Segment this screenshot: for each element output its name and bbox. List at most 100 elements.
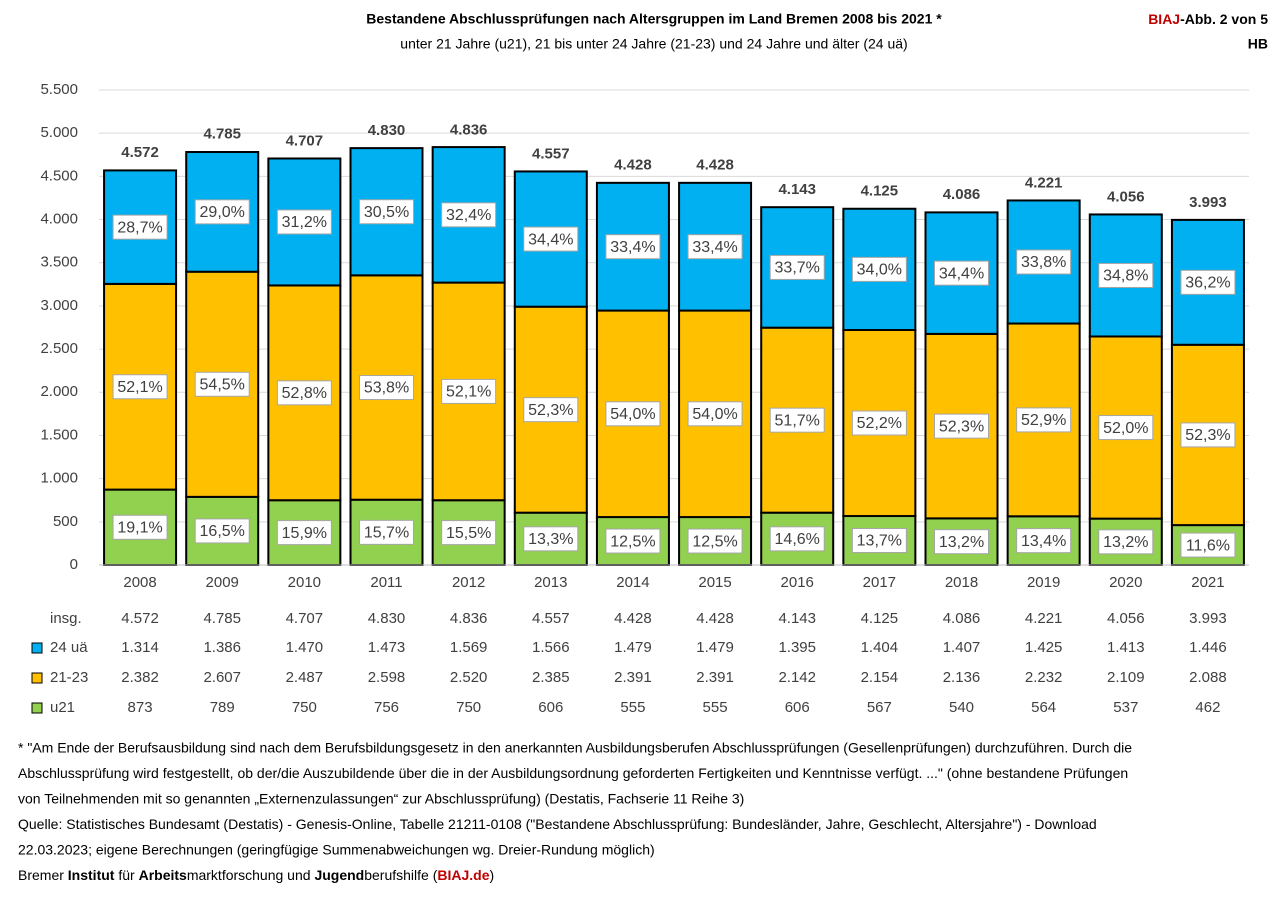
table-row-label: u21 xyxy=(50,699,75,716)
data-label: 33,7% xyxy=(775,260,820,277)
data-label: 14,6% xyxy=(775,531,820,548)
table-cell: 537 xyxy=(1113,699,1138,716)
table-cell: 555 xyxy=(703,699,728,716)
table-cell: 4.572 xyxy=(121,610,159,627)
data-label-box xyxy=(441,520,497,546)
legend-swatch xyxy=(31,702,43,714)
x-tick-label: 2014 xyxy=(616,574,649,591)
chart-title: Bestandene Abschlussprüfungen nach Alter… xyxy=(366,11,942,27)
credit: Bremer Institut für Arbeitsmarktforschun… xyxy=(18,867,494,883)
table-cell: 1.314 xyxy=(121,639,159,656)
table-cell: 756 xyxy=(374,699,399,716)
x-tick-label: 2008 xyxy=(123,574,156,591)
data-label-box xyxy=(276,520,332,546)
table-cell: 4.056 xyxy=(1107,610,1145,627)
x-tick-label: 2013 xyxy=(534,574,567,591)
y-tick-label: 5.000 xyxy=(40,124,78,141)
footnote: Abschlussprüfung wird festgestellt, ob d… xyxy=(18,765,1128,781)
data-label-box xyxy=(687,528,743,554)
data-label-box xyxy=(769,254,825,280)
data-label: 32,4% xyxy=(446,207,491,224)
data-label: 33,8% xyxy=(1021,254,1066,271)
table-cell: 4.707 xyxy=(286,610,324,627)
data-label-box xyxy=(605,528,661,554)
data-label: 34,0% xyxy=(857,262,902,279)
data-label: 34,4% xyxy=(939,265,984,282)
data-label: 52,3% xyxy=(528,402,573,419)
data-label: 28,7% xyxy=(117,219,162,236)
credit-part: Arbeits xyxy=(139,867,187,883)
data-label: 13,2% xyxy=(939,534,984,551)
table-cell: 4.785 xyxy=(203,610,241,627)
table-cell: 1.446 xyxy=(1189,639,1227,656)
y-tick-label: 3.000 xyxy=(40,297,78,314)
data-label-box xyxy=(112,214,168,240)
region-label: HB xyxy=(1248,36,1268,52)
data-label: 13,2% xyxy=(1103,534,1148,551)
x-tick-label: 2019 xyxy=(1027,574,1060,591)
data-label-box xyxy=(523,526,579,552)
legend-swatch xyxy=(31,642,43,654)
data-label-box xyxy=(605,401,661,427)
y-tick-label: 500 xyxy=(53,513,78,530)
credit-part: Bremer xyxy=(18,867,68,883)
data-label: 13,3% xyxy=(528,531,573,548)
table-row-label: 24 uä xyxy=(50,639,88,656)
table-cell: 564 xyxy=(1031,699,1056,716)
credit-part: berufshilfe ( xyxy=(364,867,437,883)
data-label-box xyxy=(687,234,743,260)
table-cell: 606 xyxy=(538,699,563,716)
credit-part: BIAJ.de xyxy=(437,867,489,883)
table-cell: 2.391 xyxy=(614,669,652,686)
data-label-box xyxy=(1180,422,1236,448)
table-cell: 4.143 xyxy=(778,610,816,627)
table-cell: 1.413 xyxy=(1107,639,1145,656)
total-label: 4.836 xyxy=(450,121,488,138)
credit-part: Institut xyxy=(68,867,115,883)
data-label-box xyxy=(851,256,907,282)
total-label: 4.086 xyxy=(943,186,981,203)
table-cell: 2.391 xyxy=(696,669,734,686)
data-label-box xyxy=(851,410,907,436)
x-tick-label: 2017 xyxy=(863,574,896,591)
data-label-box xyxy=(194,371,250,397)
table-cell: 2.232 xyxy=(1025,669,1063,686)
table-cell: 2.520 xyxy=(450,669,488,686)
y-tick-label: 4.000 xyxy=(40,211,78,228)
data-label: 52,3% xyxy=(939,418,984,435)
brand: BIAJ xyxy=(1148,11,1180,27)
table-cell: 750 xyxy=(456,699,481,716)
table-cell: 1.404 xyxy=(861,639,899,656)
total-label: 4.125 xyxy=(861,183,899,200)
data-label: 34,4% xyxy=(528,231,573,248)
data-label: 29,0% xyxy=(200,204,245,221)
data-label-box xyxy=(276,209,332,235)
x-tick-label: 2011 xyxy=(370,574,402,591)
table-cell: 4.836 xyxy=(450,610,488,627)
table-cell: 4.428 xyxy=(614,610,652,627)
data-label: 51,7% xyxy=(775,412,820,429)
data-label-box xyxy=(1016,528,1072,554)
table-cell: 4.557 xyxy=(532,610,570,627)
total-label: 4.221 xyxy=(1025,174,1063,191)
credit-part: marktforschung und xyxy=(187,867,315,883)
x-tick-label: 2009 xyxy=(206,574,239,591)
data-label: 30,5% xyxy=(364,204,409,221)
table-cell: 2.136 xyxy=(943,669,981,686)
credit-part: Jugend xyxy=(314,867,364,883)
data-label-box xyxy=(1180,269,1236,295)
data-label: 11,6% xyxy=(1186,537,1230,554)
data-label: 54,5% xyxy=(200,377,245,394)
table-cell: 2.607 xyxy=(203,669,241,686)
data-label: 33,4% xyxy=(610,239,655,256)
data-label: 16,5% xyxy=(200,523,245,540)
table-cell: 4.086 xyxy=(943,610,981,627)
table-cell: 1.395 xyxy=(778,639,816,656)
table-cell: 4.428 xyxy=(696,610,734,627)
data-label: 33,4% xyxy=(692,239,737,256)
data-label-box xyxy=(359,375,414,401)
data-label: 13,7% xyxy=(857,533,902,550)
table-cell: 1.566 xyxy=(532,639,570,656)
data-label-box xyxy=(934,260,989,286)
